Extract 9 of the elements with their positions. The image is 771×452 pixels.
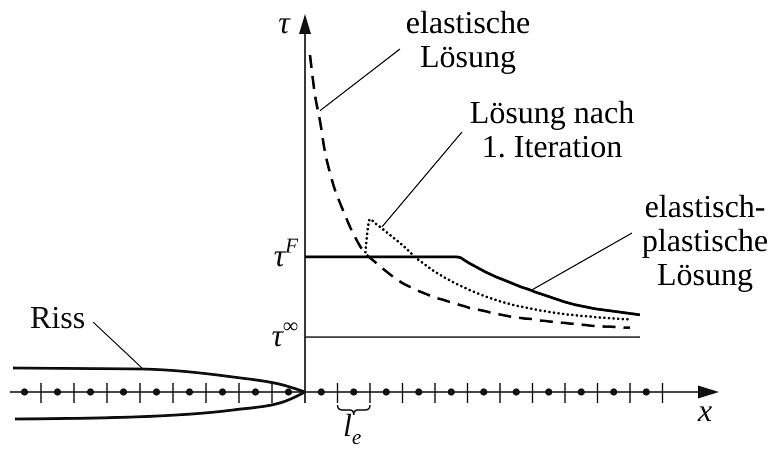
text: l$_{e}$ (343, 407, 362, 449)
text: Lösung nach 1. Iteration (470, 94, 634, 164)
text: elastische Lösung (406, 4, 530, 74)
text: τ$^{F}$ (274, 234, 300, 273)
ref-line-label: τ$^{∞}$ (271, 314, 298, 354)
y-axis-title: τ (278, 4, 292, 40)
legend-label: elastisch- plastische Lösung (642, 188, 768, 292)
text: Riss (30, 299, 86, 335)
x-axis-title: x (696, 392, 712, 428)
